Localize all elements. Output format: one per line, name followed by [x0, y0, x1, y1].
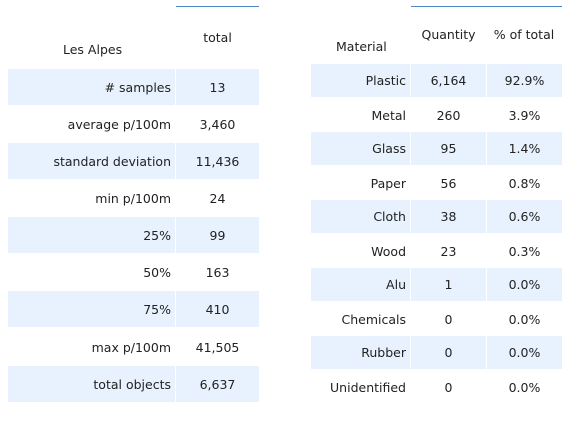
quantity-header: Quantity [421, 27, 476, 42]
material-quantity: 260 [410, 98, 486, 132]
left-corner-label: Les Alpes [63, 42, 123, 57]
left-value-header: total [203, 30, 232, 45]
material-percent: 0.6% [486, 200, 562, 233]
row-value: 163 [175, 254, 259, 291]
table-row: Alu 1 0.0% [311, 268, 562, 301]
material-name: Unidentified [330, 379, 406, 395]
right-header-accent-line [411, 6, 562, 7]
material-name: Cloth [311, 200, 410, 233]
material-name: Chemicals [341, 311, 406, 327]
table-row: Wood 23 0.3% [311, 234, 562, 268]
row-label: max p/100m [91, 339, 171, 355]
material-percent: 0.8% [486, 166, 562, 200]
row-label: average p/100m [67, 117, 171, 132]
table-row: Metal 260 3.9% [311, 98, 562, 132]
percent-header: % of total [493, 27, 555, 42]
table-row: Unidentified 0 0.0% [311, 370, 562, 404]
material-quantity: 95 [410, 132, 486, 165]
material-name: Alu [311, 268, 410, 301]
row-label: 75% [8, 291, 175, 327]
right-corner-label: Material [336, 39, 387, 54]
table-row: min p/100m 24 [8, 180, 259, 217]
table-row: 50% 163 [8, 254, 259, 291]
material-percent: 3.9% [486, 98, 562, 132]
material-quantity: 0 [410, 302, 486, 336]
material-quantity: 1 [410, 268, 486, 301]
table-row: 25% 99 [8, 217, 259, 253]
row-value: 410 [175, 291, 259, 327]
material-name: Paper [370, 175, 406, 191]
material-percent: 0.0% [486, 268, 562, 301]
row-label: total objects [8, 366, 175, 402]
table-row: Paper 56 0.8% [311, 166, 562, 200]
row-value: 3,460 [175, 106, 259, 143]
material-percent: 1.4% [486, 132, 562, 165]
row-value: 41,505 [175, 328, 259, 366]
material-percent: 0.0% [486, 336, 562, 369]
material-name: Rubber [311, 336, 410, 369]
table-row: standard deviation 11,436 [8, 143, 259, 179]
table-row: max p/100m 41,505 [8, 328, 259, 366]
material-percent: 0.0% [486, 302, 562, 336]
summary-stats-table: # samples 13 average p/100m 3,460 standa… [8, 69, 259, 402]
material-quantity: 6,164 [410, 64, 486, 97]
table-row: 75% 410 [8, 291, 259, 327]
material-percent: 0.3% [486, 234, 562, 268]
material-name: Metal [371, 107, 406, 123]
row-label: # samples [8, 69, 175, 105]
material-percent: 0.0% [486, 370, 562, 404]
material-name: Wood [371, 243, 406, 259]
material-quantity: 0 [410, 370, 486, 404]
material-quantity: 23 [410, 234, 486, 268]
row-value: 24 [175, 180, 259, 217]
row-value: 13 [175, 69, 259, 105]
row-label: standard deviation [8, 143, 175, 179]
material-quantity: 38 [410, 200, 486, 233]
row-label: 50% [143, 265, 171, 280]
table-row: average p/100m 3,460 [8, 106, 259, 143]
row-label: 25% [8, 217, 175, 253]
left-header-accent-line [176, 6, 259, 7]
row-value: 6,637 [175, 366, 259, 402]
material-name: Glass [311, 132, 410, 165]
table-row: Cloth 38 0.6% [311, 200, 562, 233]
table-row: total objects 6,637 [8, 366, 259, 402]
table-row: Glass 95 1.4% [311, 132, 562, 165]
table-row: Chemicals 0 0.0% [311, 302, 562, 336]
materials-table: Plastic 6,164 92.9% Metal 260 3.9% Glass… [311, 64, 562, 404]
material-quantity: 0 [410, 336, 486, 369]
material-percent: 92.9% [486, 64, 562, 97]
row-value: 99 [175, 217, 259, 253]
table-row: Plastic 6,164 92.9% [311, 64, 562, 97]
row-value: 11,436 [175, 143, 259, 179]
table-row: # samples 13 [8, 69, 259, 105]
material-quantity: 56 [410, 166, 486, 200]
row-label: min p/100m [95, 191, 171, 206]
table-row: Rubber 0 0.0% [311, 336, 562, 369]
material-name: Plastic [311, 64, 410, 97]
